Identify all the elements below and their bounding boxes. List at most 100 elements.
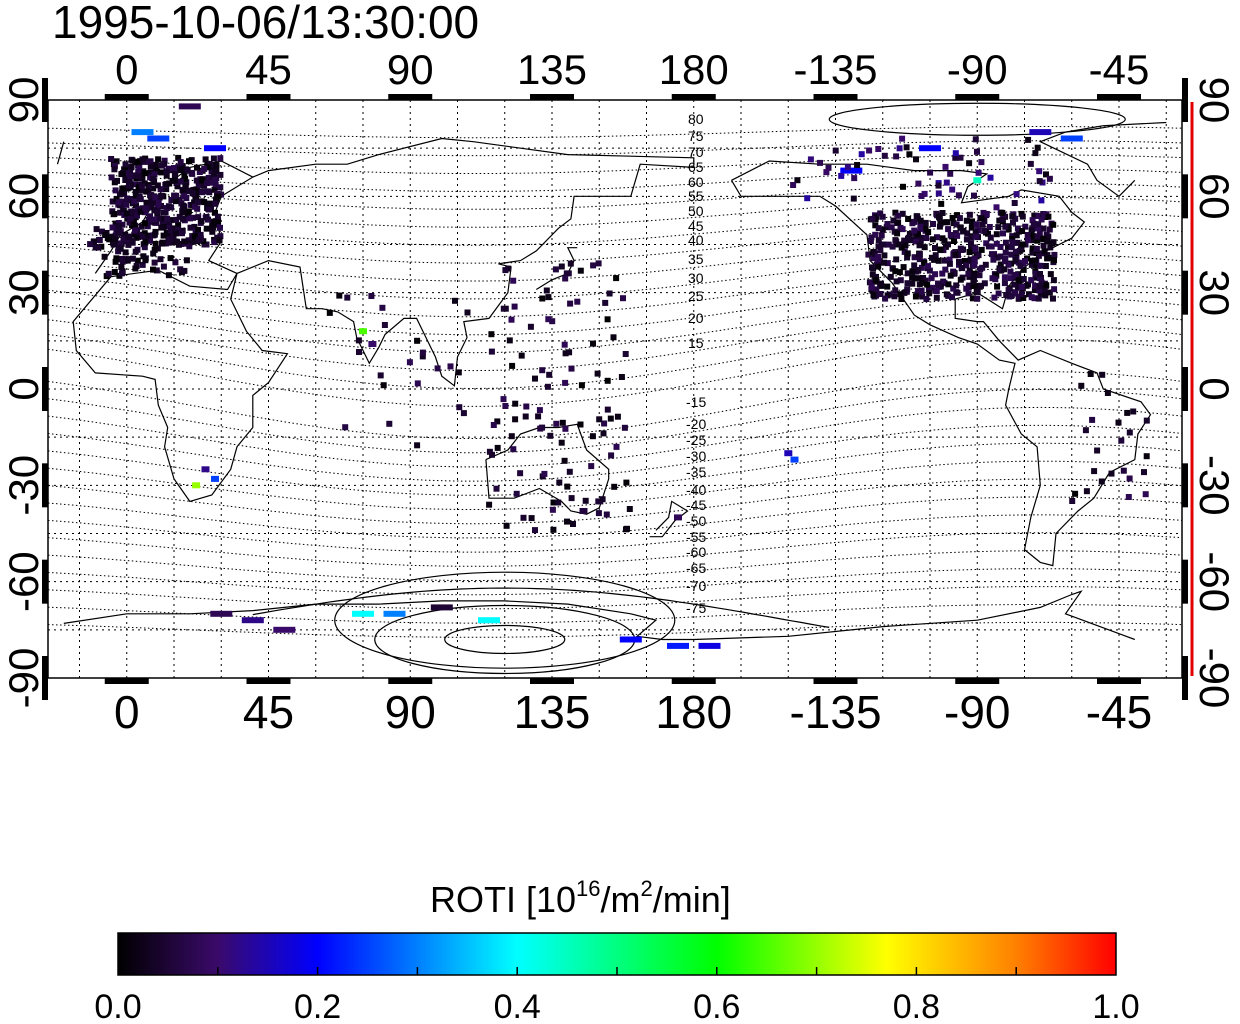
coastline (72, 160, 289, 503)
roti-cell (933, 294, 940, 301)
roti-cell (447, 363, 454, 370)
left-latitude-labels: 90 60 30 0 -30 -60 -90 (0, 77, 47, 709)
roti-cell (1025, 237, 1031, 244)
roti-cell (163, 181, 170, 188)
axis-bar-segment (671, 678, 716, 684)
roti-cell (134, 212, 140, 219)
roti-cell (914, 231, 921, 238)
roti-cell (884, 283, 891, 290)
roti-cell (175, 222, 182, 229)
axis-bar-segment (530, 678, 574, 684)
roti-cell (926, 290, 933, 297)
roti-cell (493, 485, 500, 492)
roti-cell (109, 198, 116, 205)
roti-cell (147, 169, 154, 176)
roti-cell (124, 256, 131, 263)
roti-cell (177, 159, 184, 166)
roti-cell (1019, 213, 1026, 220)
roti-cell (549, 318, 556, 325)
roti-cell (386, 420, 393, 427)
roti-cell (117, 245, 124, 252)
roti-cell (972, 246, 979, 252)
roti-cell (915, 288, 922, 295)
roti-cell (241, 617, 264, 624)
roti-cell (1031, 212, 1038, 219)
roti-cell (181, 203, 188, 210)
roti-cell (204, 145, 226, 152)
roti-cell (352, 610, 374, 617)
roti-cell (872, 277, 879, 284)
roti-cell (165, 203, 172, 210)
left-lat-tick-label: -90 (0, 648, 47, 709)
roti-cell (974, 148, 980, 155)
magnetic-contour (48, 182, 1182, 210)
magnetic-contour (48, 568, 1182, 596)
roti-cell (527, 323, 534, 330)
roti-cell (90, 238, 97, 245)
roti-cell (186, 243, 193, 250)
roti-cell (1099, 371, 1106, 378)
roti-cell (595, 260, 602, 267)
roti-cell (945, 292, 952, 299)
bottom-longitude-labels: 0 45 90 135 180 -135 -90 -45 (114, 686, 1152, 738)
roti-cell (1010, 219, 1016, 226)
roti-cell (380, 382, 387, 389)
roti-cell (851, 175, 858, 182)
roti-cell (966, 211, 973, 218)
roti-cell (125, 241, 132, 248)
roti-cell (549, 506, 556, 513)
roti-cell (950, 269, 957, 276)
bottom-lon-tick-label: -90 (944, 686, 1010, 738)
coastline (56, 121, 1167, 197)
roti-cell (502, 267, 509, 274)
roti-cell (205, 206, 212, 213)
south-solid-contour (252, 587, 830, 628)
roti-cell (151, 246, 158, 253)
roti-cell (109, 224, 116, 231)
roti-cell (203, 225, 210, 232)
roti-cell (904, 280, 911, 287)
roti-cell (884, 260, 891, 267)
roti-cell (1078, 382, 1085, 389)
roti-cell (1038, 197, 1045, 204)
roti-cell (909, 220, 916, 227)
roti-cell (112, 258, 119, 265)
roti-cell (1008, 251, 1015, 258)
roti-cell (541, 470, 548, 477)
roti-cell (154, 203, 161, 210)
roti-cell (195, 232, 202, 239)
roti-cell (139, 156, 146, 163)
roti-cell (133, 234, 140, 241)
top-lon-tick-label: 0 (115, 46, 138, 93)
roti-cell (135, 184, 142, 191)
roti-cell (145, 183, 152, 190)
roti-cell (165, 272, 172, 279)
roti-cell (978, 246, 985, 253)
contour-label: -65 (686, 560, 706, 576)
roti-cell (975, 251, 982, 258)
roti-cell (211, 239, 218, 246)
roti-cell (825, 164, 832, 171)
left-lat-tick-label: -30 (0, 455, 47, 516)
axis-bar-segment (1182, 270, 1188, 315)
roti-cell (142, 205, 149, 212)
roti-cell (1001, 280, 1008, 287)
roti-cell (916, 256, 923, 263)
roti-cell (883, 224, 890, 231)
roti-cell (871, 250, 878, 257)
roti-cell (893, 278, 900, 285)
roti-cell (1011, 200, 1018, 206)
roti-cell (997, 266, 1004, 273)
roti-cell (213, 162, 220, 169)
roti-cell (342, 424, 349, 431)
axis-bar-segment (104, 678, 149, 684)
roti-cell (1008, 244, 1015, 251)
roti-cell (982, 261, 989, 268)
roti-cell (981, 280, 988, 287)
roti-cell (969, 218, 976, 225)
magnetic-contour (48, 168, 1182, 192)
roti-cell (1047, 244, 1054, 251)
roti-cell (1028, 261, 1035, 268)
roti-cell (133, 202, 139, 209)
roti-cell (1037, 271, 1043, 277)
